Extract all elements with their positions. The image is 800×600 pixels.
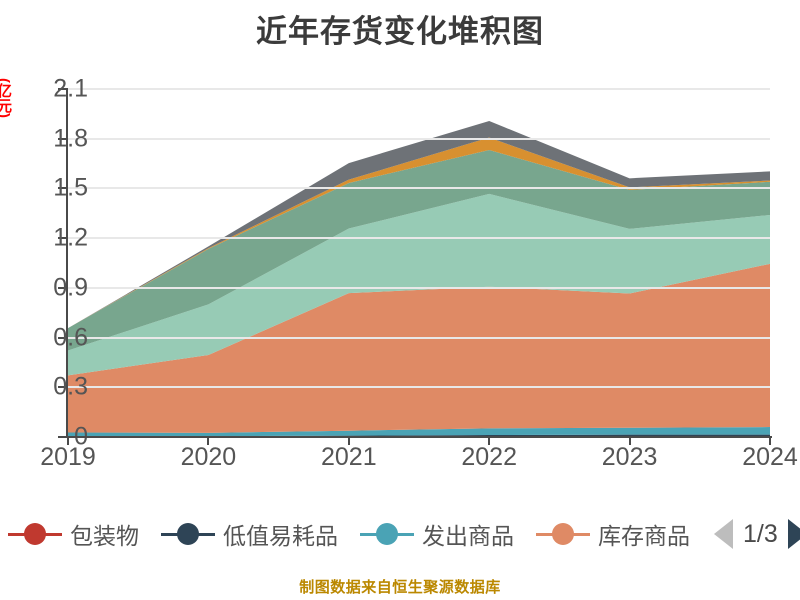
gridline xyxy=(68,237,770,240)
pager-page-indicator: 1/3 xyxy=(743,519,778,548)
stacked-area-series xyxy=(68,120,770,437)
legend-item-发出商品[interactable]: 发出商品 xyxy=(360,517,514,551)
legend-pager: 1/3 xyxy=(714,519,800,549)
y-axis-label: 0.3 xyxy=(53,372,88,401)
legend-marker-icon xyxy=(360,523,414,545)
legend-label: 发出商品 xyxy=(422,523,514,549)
triangle-right-icon[interactable] xyxy=(787,519,800,549)
x-axis-tick xyxy=(488,437,491,445)
x-axis-label: 2023 xyxy=(601,443,658,471)
legend-item-库存商品[interactable]: 库存商品 xyxy=(536,517,690,551)
triangle-left-icon[interactable] xyxy=(714,519,733,549)
y-axis-label: 0.6 xyxy=(53,323,88,352)
chart-legend: 包装物 低值易耗品 发出商品 库存商品 1/3 xyxy=(0,508,800,560)
x-axis-label: 2022 xyxy=(461,443,517,471)
area-series-原材料 xyxy=(68,149,770,351)
y-axis-tick xyxy=(58,386,67,389)
legend-marker-icon xyxy=(8,523,62,545)
area-series-库存商品 xyxy=(68,263,770,433)
x-axis-label: 2019 xyxy=(40,443,96,471)
y-axis-label: 1.8 xyxy=(53,124,88,153)
x-axis-label: 2021 xyxy=(320,443,377,471)
y-axis-tick xyxy=(58,237,67,240)
y-axis-unit-label: (亿元) xyxy=(0,78,12,118)
x-axis-tick xyxy=(207,437,210,445)
x-axis-tick xyxy=(628,437,631,445)
y-axis-label: 2.1 xyxy=(53,74,88,103)
legend-item-低值易耗品[interactable]: 低值易耗品 xyxy=(161,517,338,551)
legend-label: 库存商品 xyxy=(598,523,690,549)
y-axis-tick xyxy=(58,436,67,438)
y-axis-label: 1.5 xyxy=(53,173,88,202)
gridline xyxy=(68,88,770,90)
area-series-发出商品 xyxy=(68,427,770,437)
y-axis-label: 1.2 xyxy=(53,223,88,252)
area-series-周转材料 xyxy=(68,120,770,329)
legend-marker-icon xyxy=(536,523,590,545)
gridline xyxy=(68,187,770,190)
page-title: 近年存货变化堆积图 xyxy=(256,14,544,49)
x-axis-label: 2020 xyxy=(180,443,237,471)
y-axis-label: 0.9 xyxy=(53,273,88,302)
y-axis-tick xyxy=(58,137,67,140)
legend-label: 低值易耗品 xyxy=(223,523,338,549)
y-axis-tick xyxy=(58,336,67,339)
legend-marker-icon xyxy=(161,523,215,545)
x-axis-tick xyxy=(769,437,771,445)
source-note: 制图数据来自恒生聚源数据库 xyxy=(299,579,501,596)
legend-label: 包装物 xyxy=(70,523,139,549)
x-axis-line xyxy=(66,436,772,438)
y-axis-tick xyxy=(58,286,67,289)
area-series-存货跌价准备 xyxy=(68,193,770,376)
y-axis-tick xyxy=(58,88,67,90)
y-axis-tick xyxy=(58,187,67,190)
gridline xyxy=(68,386,770,389)
gridline xyxy=(68,286,770,289)
legend-item-包装物[interactable]: 包装物 xyxy=(8,517,139,551)
y-axis-line xyxy=(66,88,68,438)
x-axis-tick xyxy=(347,437,350,445)
gridline xyxy=(68,137,770,140)
gridline xyxy=(68,336,770,339)
x-axis-label: 2024 xyxy=(742,443,798,471)
x-axis-tick xyxy=(67,437,69,445)
